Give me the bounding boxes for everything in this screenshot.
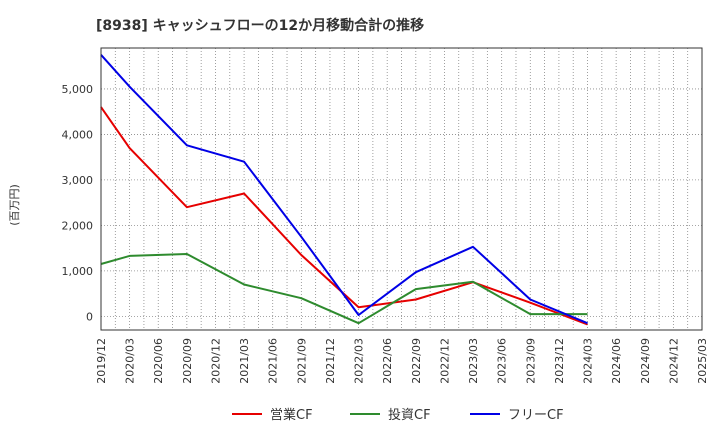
series-lines bbox=[100, 54, 588, 326]
x-tick-label: 2025/03 bbox=[696, 338, 709, 384]
legend: 営業CF 投資CF フリーCF bbox=[232, 407, 564, 423]
y-tick-label: 3,000 bbox=[62, 174, 94, 187]
x-tick-label: 2023/12 bbox=[553, 338, 566, 384]
y-axis-label: (百万円) bbox=[8, 184, 21, 226]
x-tick-label: 2020/12 bbox=[209, 338, 222, 384]
x-tick-label: 2022/06 bbox=[381, 338, 394, 384]
y-tick-label: 5,000 bbox=[62, 83, 94, 96]
legend-label: フリーCF bbox=[508, 408, 564, 423]
x-tick-label: 2020/09 bbox=[181, 338, 194, 384]
series-line-営業CF bbox=[100, 106, 588, 326]
x-tick-label: 2024/12 bbox=[667, 338, 680, 384]
x-tick-label: 2024/09 bbox=[639, 338, 652, 384]
legend-label: 営業CF bbox=[270, 407, 313, 423]
x-ticks: 2019/12 2020/03 2020/06 2020/09 2020/12 2021/… bbox=[95, 338, 709, 384]
y-tick-label: 1,000 bbox=[62, 265, 94, 278]
x-tick-label: 2020/03 bbox=[124, 338, 137, 384]
x-tick-label: 2023/09 bbox=[524, 338, 537, 384]
x-tick-label: 2022/03 bbox=[353, 338, 366, 384]
y-tick-label: 0 bbox=[86, 310, 93, 323]
x-tick-label: 2023/06 bbox=[496, 338, 509, 384]
legend-label: 投資CF bbox=[388, 407, 431, 423]
x-tick-label: 2024/06 bbox=[610, 338, 623, 384]
series-line-投資CF bbox=[100, 253, 588, 325]
x-tick-label: 2022/12 bbox=[438, 338, 451, 384]
x-tick-label: 2020/06 bbox=[152, 338, 165, 384]
y-tick-label: 2,000 bbox=[62, 219, 94, 232]
y-tick-label: 4,000 bbox=[62, 128, 94, 141]
x-tick-label: 2023/03 bbox=[467, 338, 480, 384]
x-tick-label: 2024/03 bbox=[582, 338, 595, 384]
x-tick-label: 2021/06 bbox=[267, 338, 280, 384]
x-tick-label: 2022/09 bbox=[410, 338, 423, 384]
x-tick-label: 2019/12 bbox=[95, 338, 108, 384]
x-tick-label: 2021/12 bbox=[324, 338, 337, 384]
series-line-フリーCF bbox=[100, 54, 588, 325]
x-tick-label: 2021/03 bbox=[238, 338, 251, 384]
gridlines bbox=[100, 48, 703, 330]
chart-title: [8938] キャッシュフローの12か月移動合計の推移 bbox=[96, 17, 424, 34]
x-tick-label: 2021/09 bbox=[295, 338, 308, 384]
plot-frame bbox=[100, 47, 703, 331]
y-ticks: 0 1,000 2,000 3,000 4,000 5,000 bbox=[62, 83, 94, 323]
